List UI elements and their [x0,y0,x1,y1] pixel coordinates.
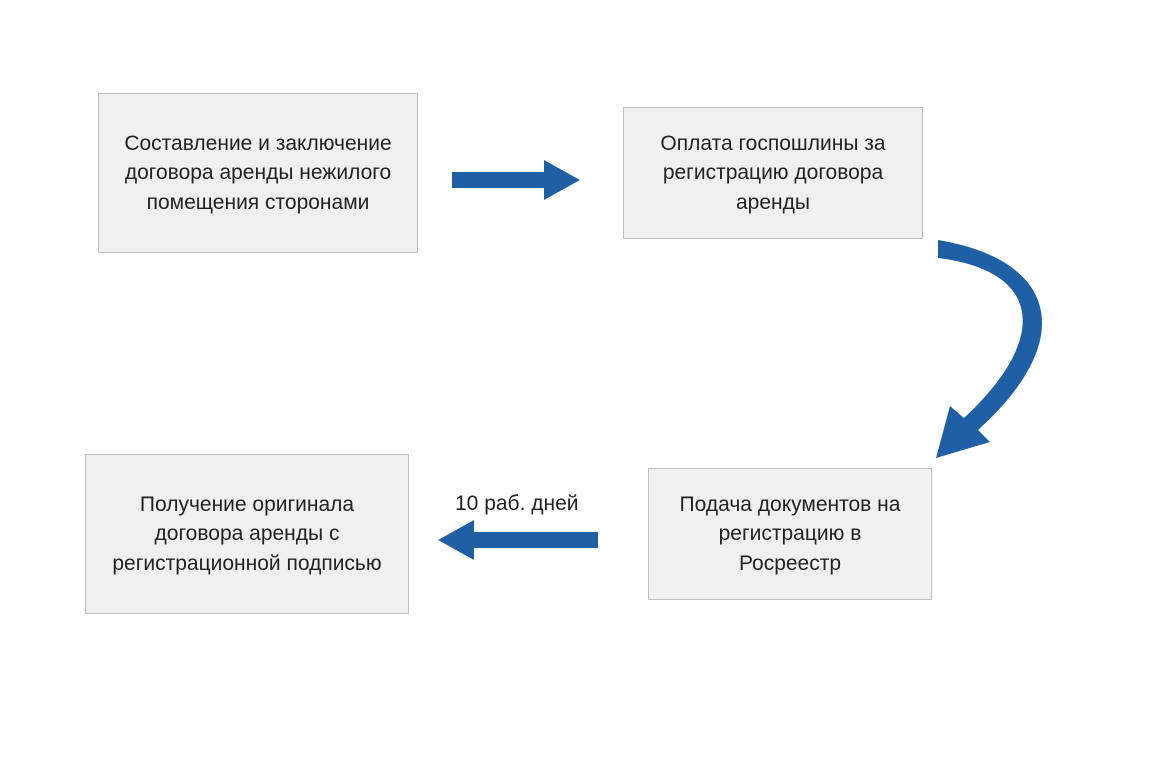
flowchart-node-4: Получение оригинала договора аренды с ре… [85,454,409,614]
arrow-curved-down-icon [918,240,1088,470]
flowchart-container: Составление и заключение договора аренды… [0,0,1161,768]
flowchart-node-3: Подача документов на регистрацию в Росре… [648,468,932,600]
arrow-curved-path [936,240,1042,458]
flowchart-node-2: Оплата госпошлины за регистрацию договор… [623,107,923,239]
flowchart-node-1: Составление и заключение договора аренды… [98,93,418,253]
arrow-left-shape [438,520,598,560]
arrow-right-icon [452,160,580,200]
arrow-left-icon [438,520,598,560]
arrow-right-shape [452,160,580,200]
arrow-label: 10 раб. дней [455,492,579,516]
